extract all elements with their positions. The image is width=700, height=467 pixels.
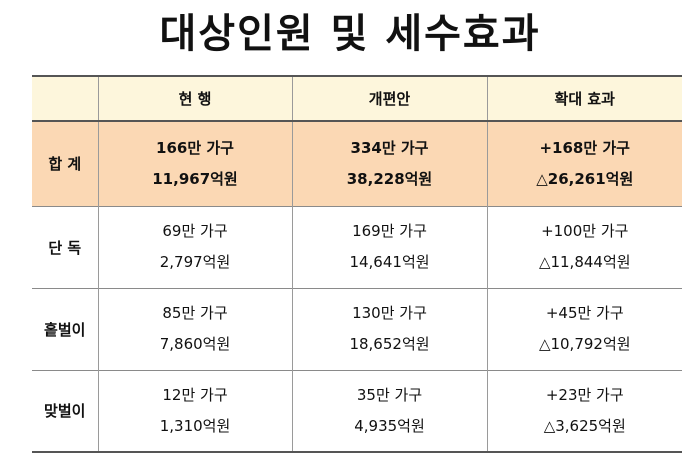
households-value: 12만 가구 bbox=[162, 385, 228, 404]
households-value: 85만 가구 bbox=[162, 304, 228, 322]
amount-value: 1,310억원 bbox=[159, 416, 231, 435]
amount-value: 4,935억원 bbox=[354, 416, 425, 435]
households-value: +100만 가구 bbox=[541, 222, 629, 240]
table-cell: +168만 가구 △26,261억원 bbox=[486, 121, 682, 206]
amount-value: △10,792억원 bbox=[538, 335, 631, 353]
column-header-reform: 개편안 bbox=[291, 76, 488, 121]
households-value: 334만 가구 bbox=[350, 138, 429, 157]
summary-table: 현 행 개편안 확대 효과 합 계 166만 가구 11,967억원 334만 … bbox=[32, 75, 682, 453]
corner-header-cell bbox=[32, 76, 99, 121]
amount-value: △3,625억원 bbox=[543, 416, 626, 435]
table-row-single: 단 독 69만 가구 2,797억원 169만 가구 14,641억원 +100… bbox=[32, 206, 682, 288]
households-value: 166만 가구 bbox=[156, 138, 234, 157]
amount-value: 11,967억원 bbox=[152, 169, 238, 188]
amount-value: △26,261억원 bbox=[536, 169, 634, 188]
amount-value: 2,797억원 bbox=[159, 253, 231, 271]
households-value: +45만 가구 bbox=[545, 304, 624, 322]
table-row-total: 합 계 166만 가구 11,967억원 334만 가구 38,228억원 +1… bbox=[32, 121, 682, 206]
row-label: 단 독 bbox=[32, 206, 99, 288]
table-cell: 12만 가구 1,310억원 bbox=[97, 370, 293, 452]
row-label: 맞벌이 bbox=[32, 370, 99, 452]
amount-value: 14,641억원 bbox=[349, 253, 430, 271]
table-cell: 334만 가구 38,228억원 bbox=[291, 121, 488, 206]
amount-value: 7,860억원 bbox=[159, 335, 231, 353]
table-cell: 130만 가구 18,652억원 bbox=[291, 288, 488, 370]
table-cell: 169만 가구 14,641억원 bbox=[291, 206, 488, 288]
table-cell: 85만 가구 7,860억원 bbox=[97, 288, 293, 370]
table-header-row: 현 행 개편안 확대 효과 bbox=[32, 76, 682, 121]
households-value: 169만 가구 bbox=[352, 222, 427, 240]
page-title: 대상인원 및 세수효과 bbox=[159, 11, 541, 57]
table-cell: +45만 가구 △10,792억원 bbox=[486, 288, 682, 370]
table-row-dual-earner: 맞벌이 12만 가구 1,310억원 35만 가구 4,935억원 +23만 가… bbox=[32, 370, 682, 452]
households-value: +23만 가구 bbox=[545, 385, 624, 404]
row-label: 합 계 bbox=[32, 121, 99, 206]
households-value: 35만 가구 bbox=[356, 385, 423, 404]
table-cell: +23만 가구 △3,625억원 bbox=[486, 370, 682, 452]
amount-value: △11,844억원 bbox=[538, 253, 631, 271]
households-value: 130만 가구 bbox=[352, 304, 427, 322]
column-header-current: 현 행 bbox=[97, 76, 293, 121]
amount-value: 38,228억원 bbox=[346, 169, 433, 188]
table-cell: 35만 가구 4,935억원 bbox=[291, 370, 488, 452]
row-label: 홑벌이 bbox=[32, 288, 99, 370]
households-value: 69만 가구 bbox=[162, 222, 228, 240]
table-cell: +100만 가구 △11,844억원 bbox=[486, 206, 682, 288]
table-row-single-earner: 홑벌이 85만 가구 7,860억원 130만 가구 18,652억원 +45만… bbox=[32, 288, 682, 370]
column-header-expansion-effect: 확대 효과 bbox=[486, 76, 682, 121]
table-cell: 69만 가구 2,797억원 bbox=[97, 206, 293, 288]
table-cell: 166만 가구 11,967억원 bbox=[97, 121, 293, 206]
amount-value: 18,652억원 bbox=[349, 335, 430, 353]
households-value: +168만 가구 bbox=[539, 138, 630, 157]
